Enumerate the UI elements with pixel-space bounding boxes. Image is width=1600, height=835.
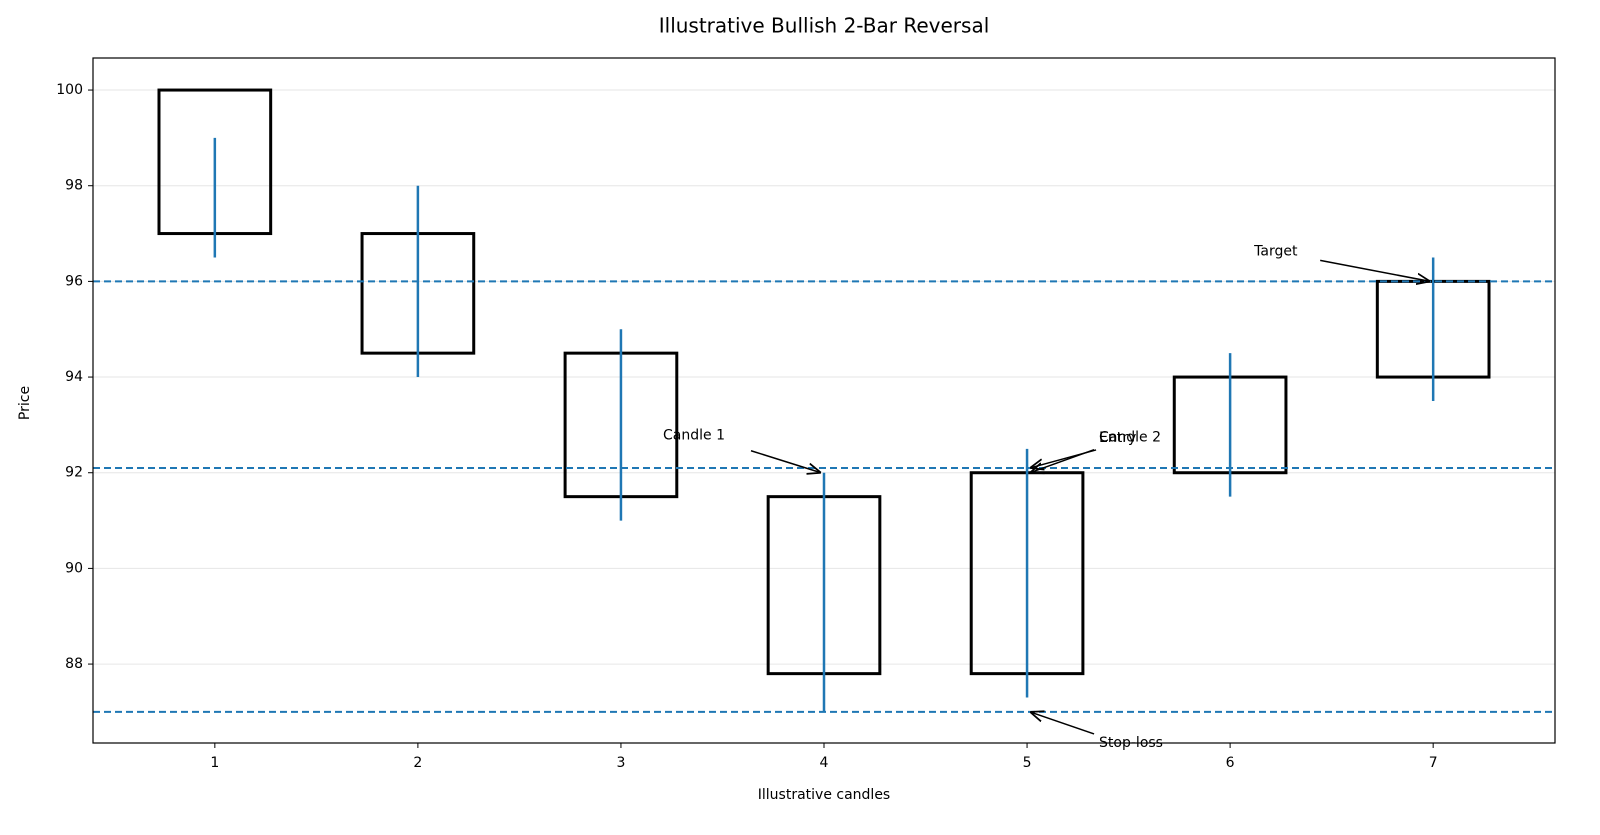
x-tick-label: 3 — [616, 755, 625, 771]
x-tick-label: 5 — [1023, 755, 1032, 771]
chart-title: Illustrative Bullish 2-Bar Reversal — [659, 14, 990, 38]
x-tick-label: 2 — [413, 755, 422, 771]
y-axis-label: Price — [17, 386, 33, 420]
plot-frame — [92, 57, 1556, 744]
y-tick-label: 94 — [65, 369, 83, 385]
annotation-arrow — [1030, 712, 1095, 735]
annotation-arrow — [1320, 259, 1430, 281]
y-tick-label: 96 — [65, 273, 83, 289]
annotation-label: Target — [1253, 243, 1298, 259]
annotation-arrow — [750, 450, 821, 473]
y-tick-label: 92 — [65, 465, 83, 481]
y-tick-label: 100 — [56, 82, 83, 98]
annotation-arrow — [1030, 449, 1097, 468]
x-axis-label: Illustrative candles — [758, 787, 890, 803]
annotation-label: Entry — [1099, 430, 1136, 446]
y-tick-label: 98 — [65, 178, 83, 194]
x-tick-label: 1 — [210, 755, 219, 771]
annotation-label: Candle 1 — [663, 428, 725, 444]
x-tick-label: 6 — [1226, 755, 1235, 771]
x-tick-label: 7 — [1429, 755, 1438, 771]
y-tick-label: 90 — [65, 560, 83, 576]
x-tick-label: 4 — [820, 755, 829, 771]
y-tick-label: 88 — [65, 656, 83, 672]
annotation-label: Candle 2 — [1099, 430, 1161, 446]
